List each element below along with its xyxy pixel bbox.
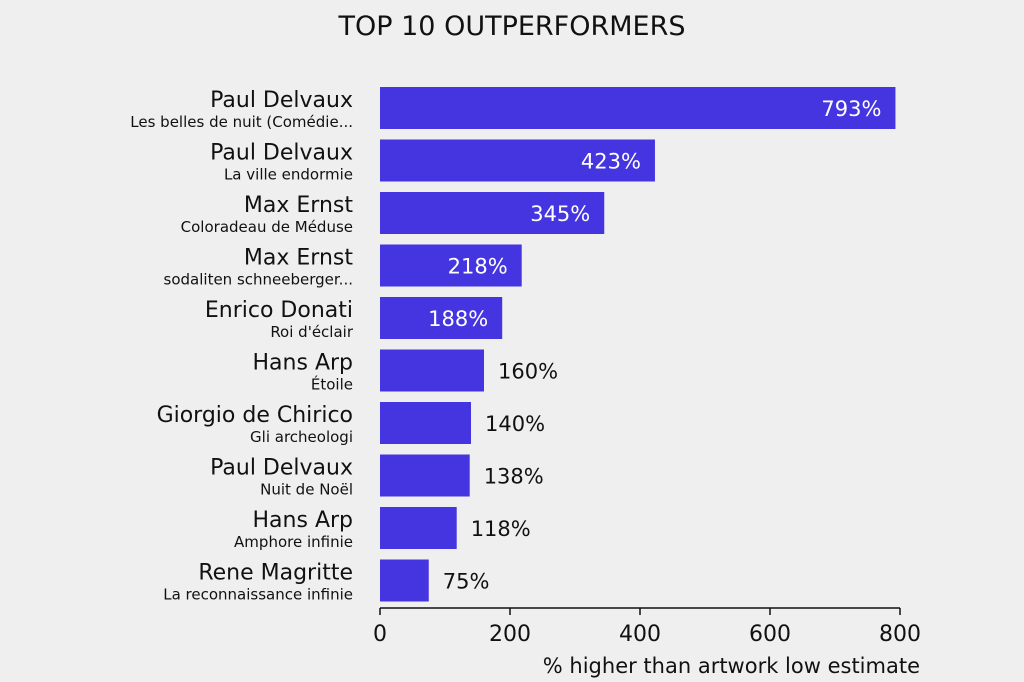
artwork-label-1: Les belles de nuit (Comédie...: [130, 113, 353, 131]
artwork-label-10: La reconnaissance infinie: [163, 586, 353, 604]
artist-label-8: Paul Delvaux: [210, 456, 353, 481]
artwork-label-8: Nuit de Noël: [260, 481, 353, 499]
value-label-1: 793%: [821, 97, 881, 121]
x-axis-label: % higher than artwork low estimate: [543, 654, 920, 678]
artist-label-7: Giorgio de Chirico: [157, 403, 353, 428]
artwork-label-7: Gli archeologi: [250, 428, 353, 446]
artist-label-1: Paul Delvaux: [210, 88, 353, 113]
value-label-10: 75%: [443, 570, 490, 594]
artist-label-10: Rene Magritte: [198, 561, 353, 586]
artist-label-9: Hans Arp: [253, 508, 353, 533]
artwork-label-3: Coloradeau de Méduse: [181, 218, 353, 236]
chart-title: TOP 10 OUTPERFORMERS: [338, 11, 686, 42]
artist-label-5: Enrico Donati: [205, 298, 353, 323]
x-tick-label-600: 600: [749, 622, 791, 647]
artist-label-3: Max Ernst: [244, 193, 353, 218]
bar-6: [380, 349, 484, 392]
bar-8: [380, 454, 470, 497]
artwork-label-4: sodaliten schneeberger...: [164, 271, 353, 289]
artwork-label-9: Amphore infinie: [234, 533, 353, 551]
bar-9: [380, 507, 457, 549]
x-tick-label-0: 0: [373, 622, 387, 647]
bar-5: [380, 297, 503, 339]
value-label-3: 345%: [530, 202, 590, 226]
bar-2: [380, 139, 655, 182]
value-label-4: 218%: [448, 255, 508, 279]
value-label-8: 138%: [484, 465, 544, 489]
bar-4: [380, 244, 522, 287]
artist-label-2: Paul Delvaux: [210, 141, 353, 166]
artist-label-6: Hans Arp: [253, 351, 353, 376]
value-label-6: 160%: [498, 360, 558, 384]
value-label-7: 140%: [485, 412, 545, 436]
x-tick-label-400: 400: [619, 622, 661, 647]
value-label-2: 423%: [581, 150, 641, 174]
x-tick-label-800: 800: [879, 622, 921, 647]
value-label-9: 118%: [471, 517, 531, 541]
value-label-5: 188%: [428, 307, 488, 331]
artwork-label-2: La ville endormie: [224, 166, 353, 184]
x-tick-label-200: 200: [489, 622, 531, 647]
bar-10: [380, 559, 429, 602]
bar-7: [380, 402, 471, 444]
artwork-label-5: Roi d'éclair: [270, 323, 354, 341]
artwork-label-6: Étoile: [311, 375, 353, 394]
bar-1: [380, 87, 896, 129]
bar-3: [380, 192, 605, 234]
x-axis: 0 200 400 600 800: [373, 607, 921, 647]
artist-label-4: Max Ernst: [244, 246, 353, 271]
